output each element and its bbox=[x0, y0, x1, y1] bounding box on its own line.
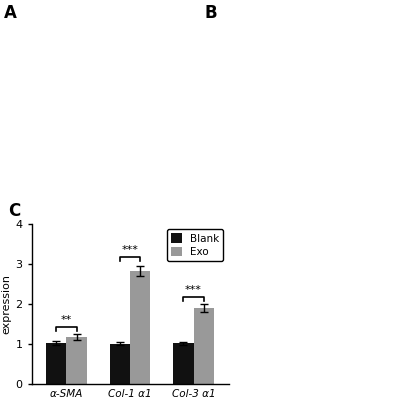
Text: A: A bbox=[4, 4, 17, 22]
Bar bbox=[67, 337, 87, 384]
Bar bbox=[110, 344, 130, 384]
Text: C: C bbox=[8, 202, 20, 220]
Y-axis label: Relative mRNA
expression: Relative mRNA expression bbox=[0, 262, 11, 346]
Text: **: ** bbox=[61, 315, 72, 325]
Legend: Blank, Exo: Blank, Exo bbox=[167, 229, 223, 261]
Bar bbox=[173, 343, 193, 384]
Text: ***: *** bbox=[185, 285, 202, 295]
Bar bbox=[193, 308, 214, 384]
Bar bbox=[46, 343, 67, 384]
Text: B: B bbox=[205, 4, 217, 22]
Bar bbox=[130, 271, 151, 384]
Text: ***: *** bbox=[122, 245, 138, 255]
